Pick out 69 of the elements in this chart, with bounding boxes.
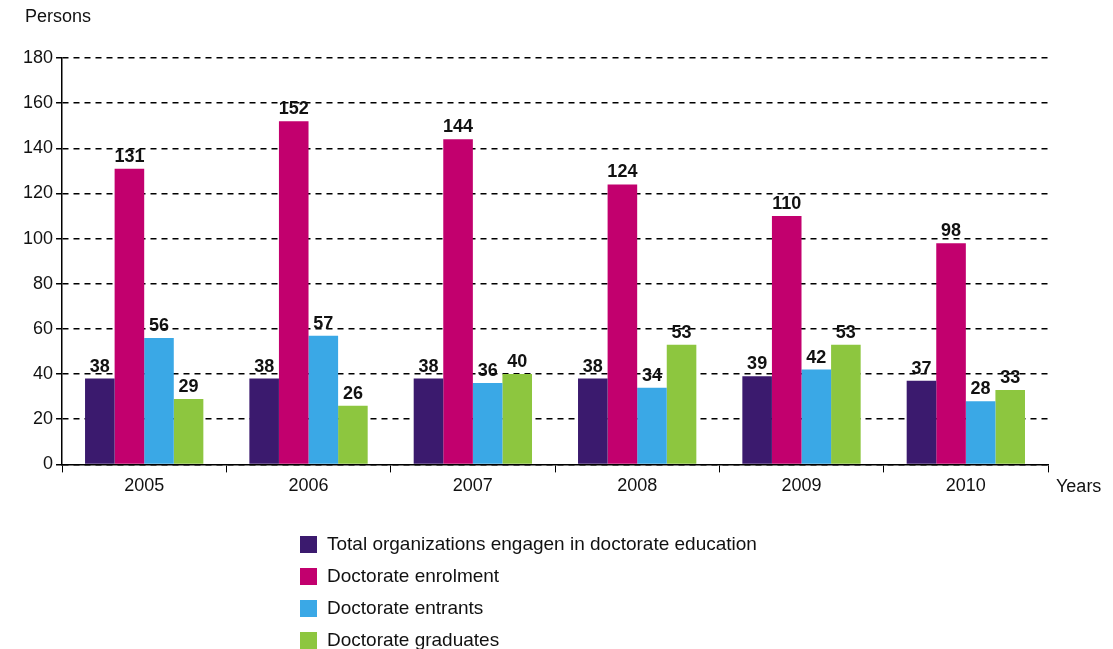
x-tick-label: 2008 — [617, 475, 658, 496]
y-tick-label: 80 — [33, 272, 54, 293]
data-label: 40 — [507, 351, 528, 372]
bar — [85, 378, 115, 464]
x-tick-label: 2010 — [945, 475, 986, 496]
bar — [413, 378, 444, 464]
bar — [742, 376, 772, 464]
bar — [578, 378, 608, 464]
y-tick-label: 180 — [22, 46, 54, 67]
bar — [771, 216, 802, 464]
data-label: 131 — [114, 145, 145, 166]
y-tick-label: 40 — [33, 363, 54, 384]
bar — [502, 374, 533, 464]
legend-label: Doctorate enrolment — [327, 565, 500, 587]
data-label: 144 — [443, 116, 474, 137]
y-tick-label: 60 — [33, 317, 54, 338]
bar — [637, 387, 667, 464]
y-tick-label: 140 — [22, 137, 54, 158]
data-label: 29 — [178, 375, 199, 396]
y-tick-label: 20 — [33, 408, 54, 429]
data-label: 53 — [671, 321, 692, 342]
bar — [278, 121, 309, 464]
data-label: 38 — [418, 355, 439, 376]
data-label: 53 — [835, 321, 856, 342]
data-label: 39 — [747, 353, 768, 374]
data-label: 42 — [806, 346, 827, 367]
data-label: 124 — [607, 161, 638, 182]
y-axis-title: Persons — [25, 5, 92, 26]
data-label: 37 — [911, 357, 932, 378]
y-tick-label: 0 — [43, 453, 54, 474]
x-axis-title: Years — [1056, 476, 1102, 497]
bar — [308, 335, 339, 464]
bar — [831, 344, 861, 464]
x-tick-label: 2009 — [781, 475, 822, 496]
bar — [472, 383, 503, 464]
bar — [338, 405, 368, 464]
data-label: 98 — [941, 220, 962, 241]
bar — [114, 168, 145, 464]
data-label: 56 — [148, 314, 169, 335]
bar — [173, 398, 204, 464]
bar — [965, 401, 996, 464]
data-label: 36 — [477, 360, 498, 381]
y-tick-label: 100 — [22, 227, 54, 248]
legend-label: Doctorate entrants — [327, 597, 484, 619]
data-label: 110 — [772, 193, 802, 214]
bar — [443, 139, 473, 464]
data-label: 33 — [1000, 366, 1021, 387]
bar — [666, 344, 697, 464]
data-label: 34 — [641, 364, 662, 385]
bar — [144, 337, 174, 464]
x-tick-label: 2005 — [124, 475, 165, 496]
data-label: 152 — [278, 98, 309, 119]
y-tick-label: 160 — [22, 92, 54, 113]
data-label: 38 — [582, 355, 603, 376]
data-label: 38 — [89, 355, 110, 376]
bar — [607, 184, 638, 464]
x-tick-label: 2006 — [288, 475, 329, 496]
data-label: 57 — [313, 312, 334, 333]
data-label: 28 — [970, 378, 991, 399]
bar — [906, 380, 937, 464]
data-label: 38 — [254, 355, 275, 376]
y-tick-label: 120 — [22, 182, 54, 203]
bar — [936, 243, 966, 464]
x-tick-label: 2007 — [452, 475, 493, 496]
data-label: 26 — [342, 382, 363, 403]
bar — [249, 378, 279, 464]
bar — [801, 369, 832, 464]
bar — [995, 389, 1025, 464]
legend-label: Total organizations engagen in doctorate education — [327, 533, 757, 555]
